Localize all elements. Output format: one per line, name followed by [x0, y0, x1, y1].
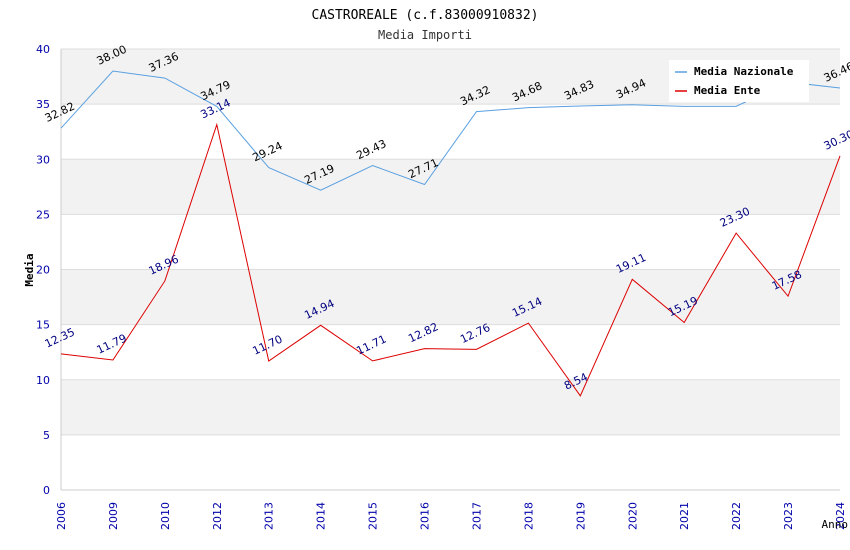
x-tick-label: 2023	[782, 502, 795, 530]
x-tick-label: 2014	[315, 502, 328, 530]
x-axis-ticks: 2006 2009 2010 2012 2013 2014 2015 2016 2017 2018…	[55, 502, 847, 530]
y-tick-label: 15	[36, 319, 50, 332]
y-tick-label: 20	[36, 264, 50, 277]
plot-band	[61, 379, 840, 435]
x-axis-label: Anno	[822, 518, 849, 531]
x-tick-label: 2024	[834, 502, 847, 530]
plot-band	[61, 214, 840, 270]
x-tick-label: 2016	[419, 502, 432, 530]
grid-lines	[60, 48, 840, 491]
y-tick-label: 5	[43, 429, 50, 442]
x-tick-label: 2019	[574, 502, 587, 530]
x-tick-label: 2021	[678, 502, 691, 530]
y-tick-label: 30	[36, 153, 50, 166]
y-tick-label: 10	[36, 374, 50, 387]
legend-label-ente: Media Ente	[694, 84, 761, 97]
series-line-nazionale	[60, 70, 841, 191]
x-tick-label: 2015	[367, 502, 380, 530]
series-line-ente	[60, 122, 841, 397]
plot-band	[61, 269, 840, 325]
y-axis-ticks: 0 5 10 15 20 25 30 35 40	[36, 43, 50, 497]
y-axis-label: Media	[23, 253, 36, 286]
series-lines	[60, 70, 841, 397]
x-tick-label: 2017	[470, 502, 483, 530]
x-tick-label: 2010	[159, 502, 172, 530]
chart-title: CASTROREALE (c.f.83000910832)	[312, 8, 539, 23]
y-tick-label: 0	[43, 484, 50, 497]
chart-subtitle: Media Importi	[378, 28, 472, 42]
x-tick-label: 2006	[55, 502, 68, 530]
y-tick-label: 35	[36, 98, 50, 111]
legend-box	[669, 60, 809, 102]
plot-band	[61, 104, 840, 160]
x-tick-label: 2022	[730, 502, 743, 530]
x-tick-label: 2020	[626, 502, 639, 530]
x-tick-label: 2012	[211, 502, 224, 530]
plot-band	[61, 324, 840, 380]
x-tick-label: 2018	[522, 502, 535, 530]
x-tick-label: 2009	[107, 502, 120, 530]
legend: Media Nazionale Media Ente	[669, 60, 809, 102]
y-tick-label: 25	[36, 208, 50, 221]
x-tick-label: 2013	[263, 502, 276, 530]
y-tick-label: 40	[36, 43, 50, 56]
plot-band	[61, 159, 840, 215]
plot-band	[61, 434, 840, 490]
legend-label-nazionale: Media Nazionale	[694, 65, 794, 78]
